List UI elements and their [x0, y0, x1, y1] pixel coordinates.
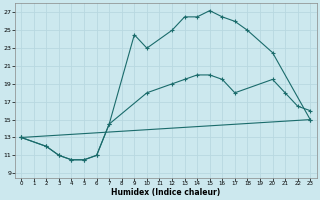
X-axis label: Humidex (Indice chaleur): Humidex (Indice chaleur) [111, 188, 220, 197]
